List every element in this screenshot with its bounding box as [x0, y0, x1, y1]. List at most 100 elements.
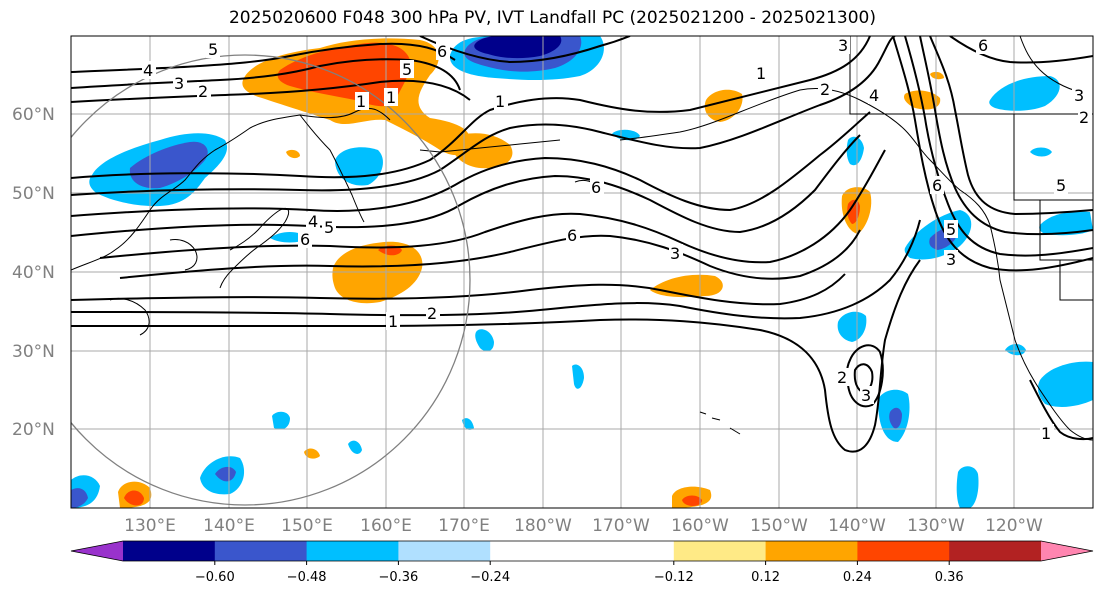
colorbar-extend-min: [71, 541, 123, 561]
region-circle: [71, 54, 471, 506]
contour-label: 5: [1056, 176, 1066, 195]
colorbar-swatch: [306, 541, 399, 561]
contour-label: 1: [386, 88, 396, 107]
colorbar-tick-label: −0.24: [470, 570, 510, 585]
lon-label: 180°W: [514, 516, 572, 536]
colorbar-swatch: [214, 541, 308, 561]
positive-anomaly-region: [332, 241, 423, 304]
contour-label: 3: [861, 386, 871, 405]
negative-anomaly-region: [956, 466, 979, 508]
contour-label: 1: [388, 312, 398, 331]
lon-label: 160°E: [360, 516, 412, 536]
contour-label: 3: [1074, 86, 1084, 105]
colorbar-swatch: [857, 541, 950, 561]
colorbar-swatch: [582, 541, 675, 561]
colorbar-extend-max: [1041, 541, 1093, 561]
contour-label: 2: [427, 304, 437, 323]
negative-anomaly-region: [462, 418, 474, 430]
map-border: [70, 35, 1094, 509]
colorbar-tick-label: −0.60: [195, 570, 235, 585]
pv-contours: [71, 36, 1093, 453]
positive-anomaly-region: [930, 71, 944, 80]
lat-label: 30°N: [12, 342, 55, 362]
colorbar-swatch: [490, 541, 583, 561]
contour-label: 1: [756, 64, 766, 83]
contour-label: 3: [174, 74, 184, 93]
lat-label: 60°N: [12, 105, 55, 125]
negative-anomaly-core: [71, 488, 88, 508]
lon-label: 150°E: [281, 516, 333, 536]
negative-anomaly-region: [1039, 211, 1093, 236]
lon-label: 140°W: [828, 516, 886, 536]
lon-labels: 130°E 140°E 150°E 160°E 170°E 180°W 170°…: [124, 516, 1043, 536]
contour-label: 4: [869, 86, 879, 105]
contour-label: 2: [820, 80, 830, 99]
positive-anomaly-core: [682, 495, 702, 506]
contour-label: 2: [198, 82, 208, 101]
lat-lon-grid: [71, 36, 1093, 508]
contour-label: 1: [1041, 424, 1051, 443]
negative-anomaly-region: [1037, 361, 1093, 407]
negative-anomaly-region: [989, 76, 1060, 111]
negative-anomaly-core: [474, 36, 562, 59]
lon-label: 130°W: [907, 516, 965, 536]
negative-anomaly-region: [475, 329, 494, 352]
negative-anomaly-region: [572, 364, 584, 389]
map-title: 2025020600 F048 300 hPa PV, IVT Landfall…: [228, 8, 876, 28]
contour-label: 1: [356, 92, 366, 111]
positive-anomaly-region: [286, 149, 300, 159]
colorbar-swatch: [398, 541, 491, 561]
lat-labels: 60°N 50°N 40°N 30°N 20°N: [12, 105, 55, 440]
colorbar-swatch: [123, 541, 216, 561]
map-content: 6 5 4 3 2 1 1 6 6 5 4 6 3 2: [71, 36, 1093, 508]
contour-label: 3: [838, 36, 848, 55]
colorbar-tick-label: −0.48: [287, 570, 327, 585]
colorbar: −0.60 −0.48 −0.36 −0.24 −0.12 0.12 0.24 0.36: [70, 540, 1094, 585]
contour-label: 6: [567, 226, 577, 245]
contour-label: 4: [143, 61, 153, 80]
colorbar-outline: [70, 540, 1094, 562]
lon-label: 130°E: [124, 516, 176, 536]
lon-label: 140°E: [203, 516, 255, 536]
positive-anomaly-region: [452, 133, 513, 169]
contour-label: 6: [437, 42, 447, 61]
contour-label: 2: [837, 368, 847, 387]
contour-labels: 6 5 4 3 2 1 1 6 6 5 4 6 3 2: [142, 36, 1092, 443]
contour-label: 1: [495, 92, 505, 111]
positive-anomaly-region: [304, 448, 320, 459]
colorbar-swatch: [765, 541, 858, 561]
negative-anomaly-core: [215, 466, 236, 482]
colorbar-tick-label: −0.12: [654, 570, 694, 585]
lat-label: 50°N: [12, 184, 55, 204]
contour-label: 2: [1079, 108, 1089, 127]
negative-anomaly-region: [1005, 344, 1026, 356]
contour-label: 5: [402, 60, 412, 79]
contour-label: 3: [946, 250, 956, 269]
contour-label: 5: [208, 40, 218, 59]
contour-label: 6: [300, 230, 310, 249]
contour-label: 6: [591, 178, 601, 197]
colorbar-swatch: [949, 541, 1042, 561]
colorbar-tick-label: 0.36: [935, 570, 964, 585]
contour-label: 3: [670, 244, 680, 263]
contour-label: 6: [978, 36, 988, 55]
lon-label: 170°W: [592, 516, 650, 536]
contour-label: 5: [946, 220, 956, 239]
contour-label: 4: [308, 212, 318, 231]
lon-label: 170°E: [438, 516, 490, 536]
lon-label: 150°W: [750, 516, 808, 536]
negative-anomaly-region: [837, 311, 867, 342]
colorbar-swatch: [673, 541, 767, 561]
lat-label: 20°N: [12, 420, 55, 440]
lon-label: 120°W: [985, 516, 1043, 536]
colorbar-tick-label: 0.24: [843, 570, 872, 585]
lon-label: 160°W: [671, 516, 729, 536]
colorbar-tick-label: 0.12: [751, 570, 780, 585]
contour-label: 5: [324, 218, 334, 237]
negative-anomaly-core: [889, 407, 902, 429]
colorbar-tick-label: −0.36: [378, 570, 418, 585]
negative-anomaly-region: [348, 440, 362, 454]
lat-label: 40°N: [12, 263, 55, 283]
negative-anomaly-core: [129, 141, 208, 189]
